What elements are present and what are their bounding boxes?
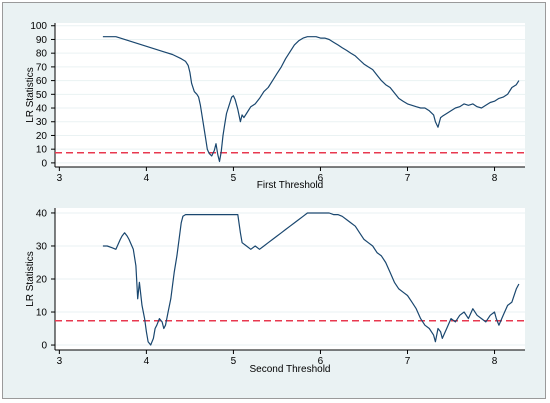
y-tick-label-80: 80 — [36, 49, 48, 60]
x-tick-label-4: 4 — [144, 356, 150, 367]
y-tick-label-20: 20 — [36, 275, 48, 286]
y-tick-label-70: 70 — [36, 62, 48, 73]
x-tick-label-8: 8 — [492, 356, 498, 367]
y-tick-label-0: 0 — [41, 341, 47, 352]
y-tick-label-30: 30 — [36, 117, 48, 128]
x-tick-label-7: 7 — [405, 173, 411, 184]
x-tick-label-7: 7 — [405, 356, 411, 367]
x-tick-label-5: 5 — [231, 356, 237, 367]
y-tick-label-40: 40 — [36, 208, 48, 219]
y-tick-label-50: 50 — [36, 90, 48, 101]
y-tick-label-0: 0 — [41, 158, 47, 169]
x-axis-label-1: First Threshold — [257, 180, 324, 191]
x-tick-label-4: 4 — [144, 173, 150, 184]
series-line-2-1 — [102, 212, 520, 346]
x-axis-label-2: Second Threshold — [250, 364, 331, 375]
x-tick-label-6: 6 — [318, 173, 324, 184]
x-tick-label-5: 5 — [231, 173, 237, 184]
y-tick-label-90: 90 — [36, 35, 48, 46]
y-axis-label-2: LR Statistics — [25, 251, 36, 307]
x-tick-label-3: 3 — [57, 173, 63, 184]
plot-area-1 — [55, 23, 525, 167]
series-line-1-1 — [102, 36, 520, 163]
x-tick-label-3: 3 — [57, 356, 63, 367]
y-tick-label-10: 10 — [36, 308, 48, 319]
y-tick-label-40: 40 — [36, 104, 48, 115]
y-axis-label-1: LR Statistics — [25, 67, 36, 123]
y-tick-label-30: 30 — [36, 241, 48, 252]
y-tick-label-20: 20 — [36, 131, 48, 142]
x-tick-label-6: 6 — [318, 356, 324, 367]
y-tick-label-60: 60 — [36, 76, 48, 87]
x-tick-label-8: 8 — [492, 173, 498, 184]
y-tick-label-10: 10 — [36, 145, 48, 156]
y-tick-label-100: 100 — [30, 21, 47, 32]
